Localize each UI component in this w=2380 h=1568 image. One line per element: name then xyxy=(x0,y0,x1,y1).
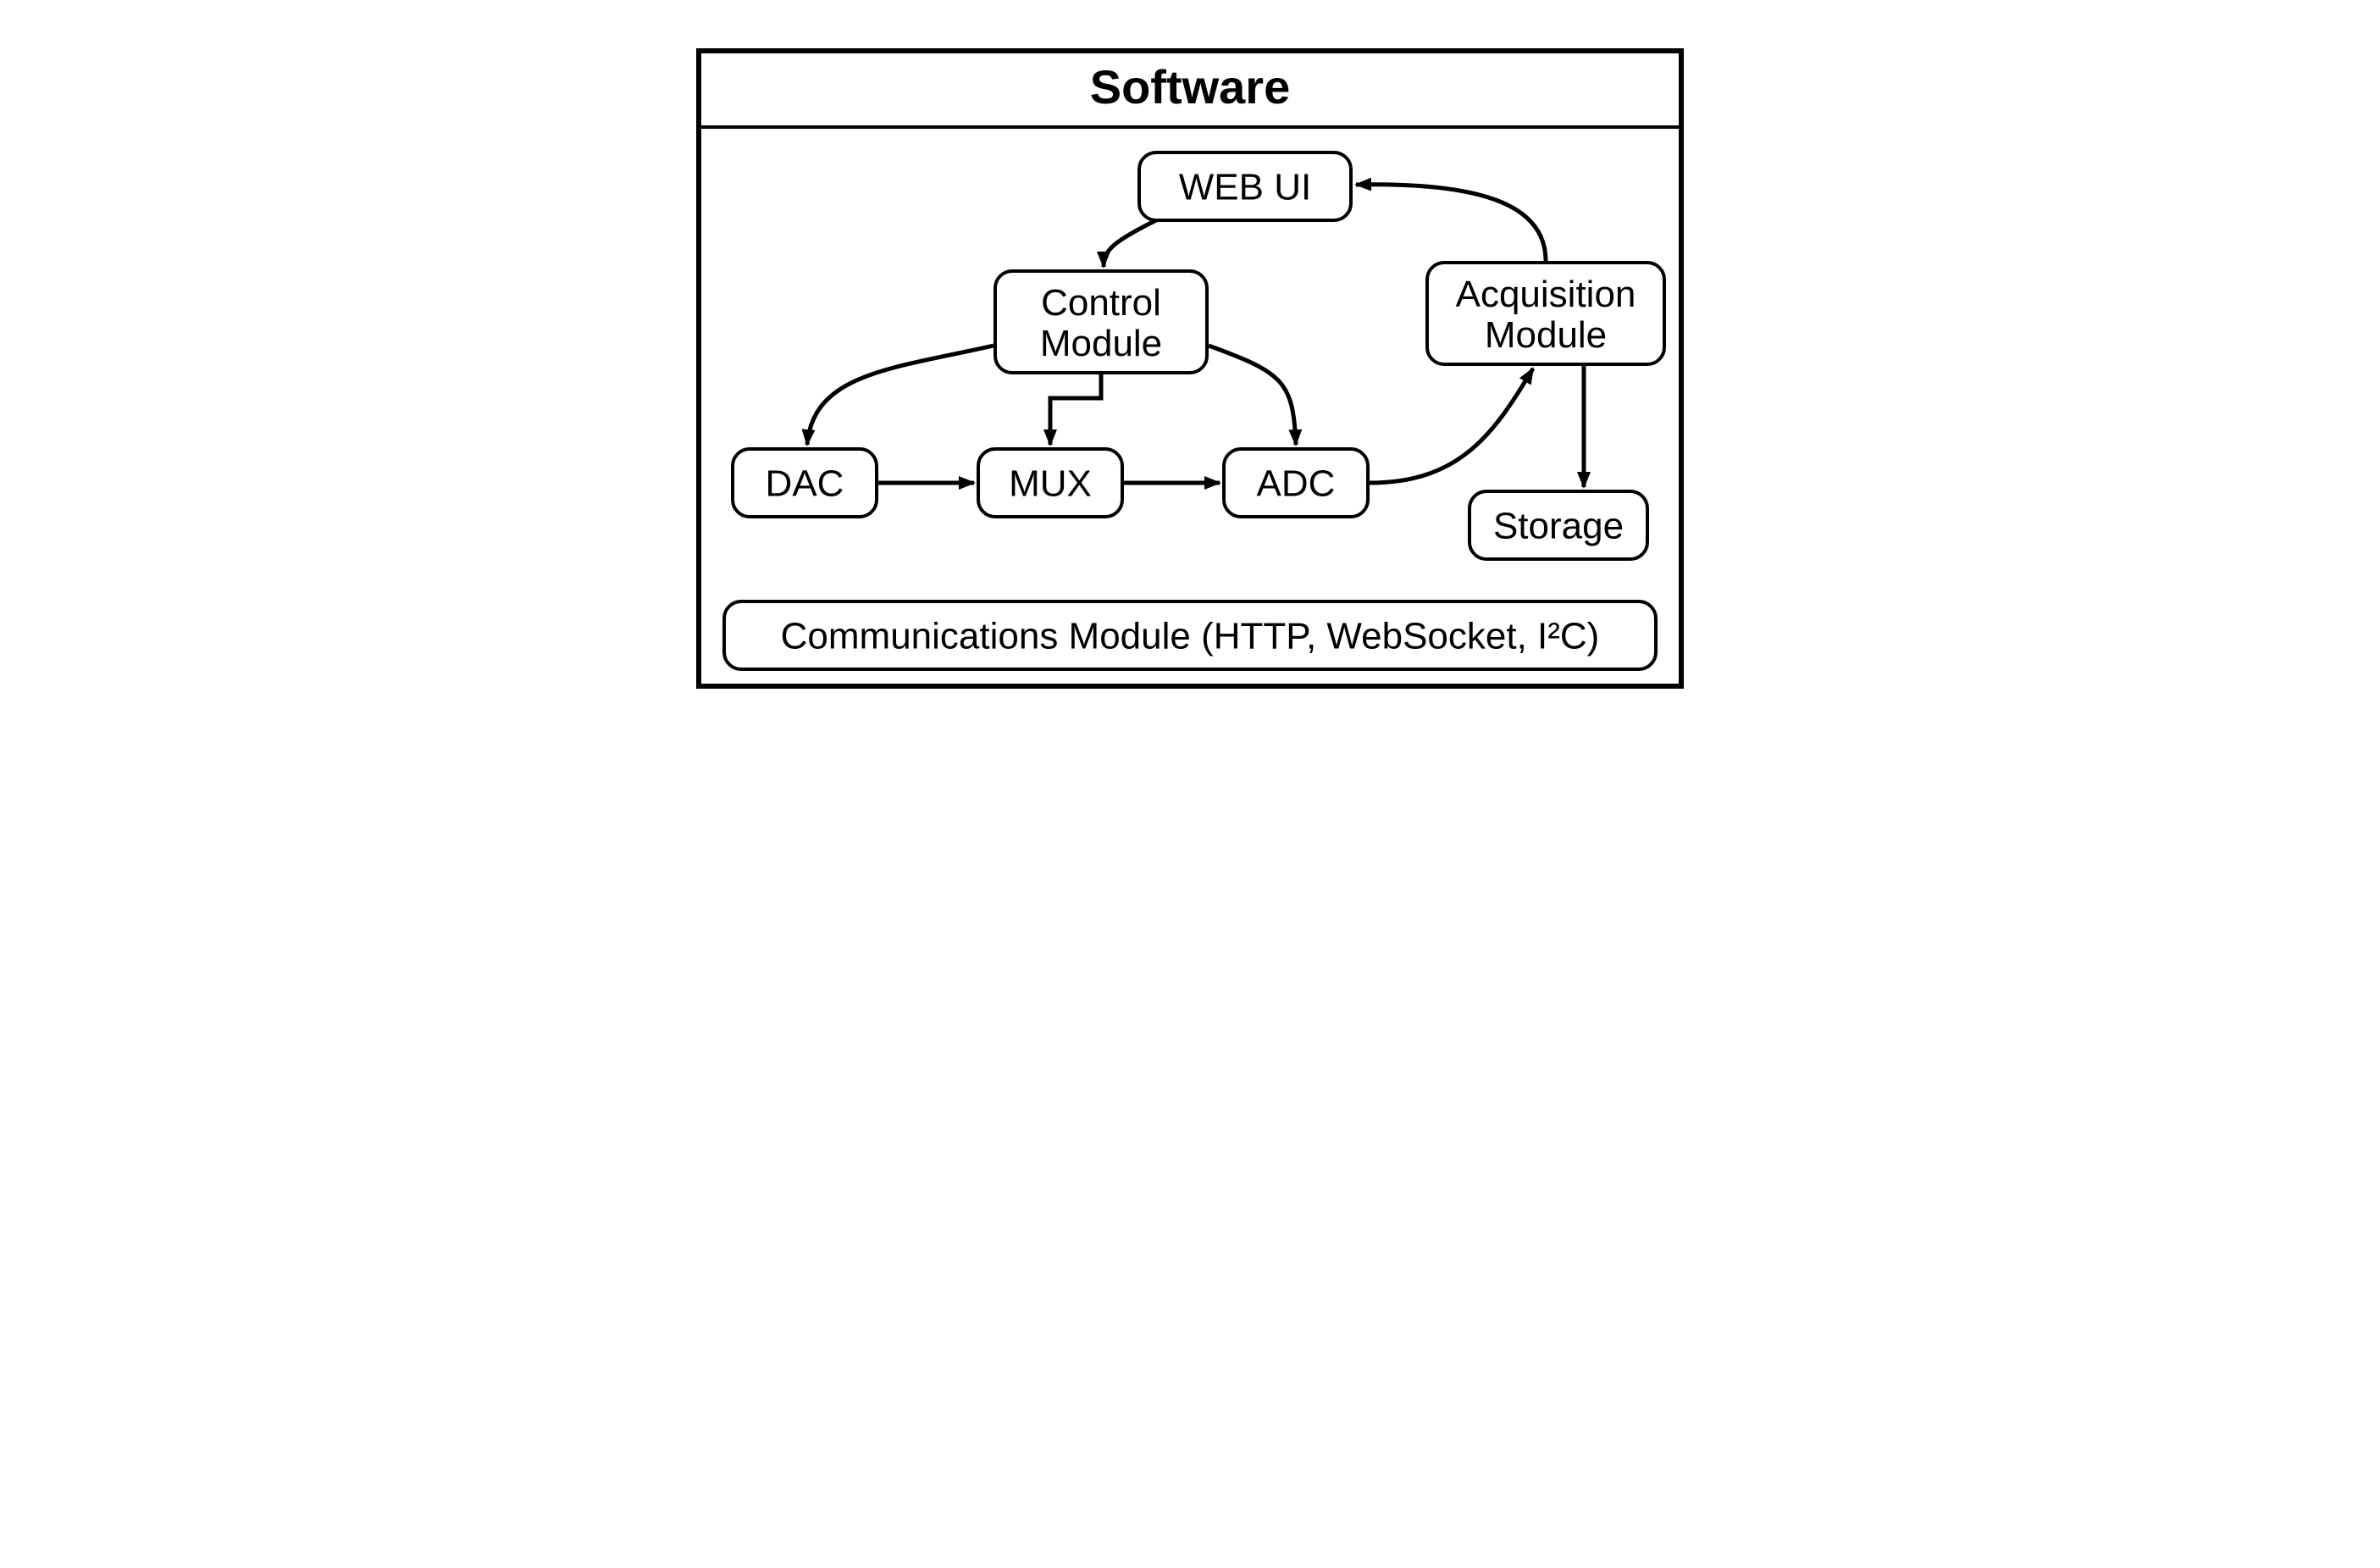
node-acq-label-2: Module xyxy=(1485,314,1607,356)
edge-control-to-dac xyxy=(807,346,994,445)
node-acq: AcquisitionModule xyxy=(1427,263,1664,364)
edge-webui-to-control xyxy=(1104,220,1156,267)
edge-adc-to-acq xyxy=(1370,368,1533,483)
node-control: ControlModule xyxy=(995,271,1207,373)
node-storage-label: Storage xyxy=(1493,505,1624,546)
edge-acq-to-webui xyxy=(1356,185,1546,261)
node-storage: Storage xyxy=(1470,491,1647,559)
edge-control-to-adc xyxy=(1209,346,1296,445)
node-acq-label-1: Acquisition xyxy=(1456,274,1636,315)
node-webui-label: WEB UI xyxy=(1179,166,1311,208)
diagram-title: Software xyxy=(1090,60,1291,114)
software-diagram: Software WEB UIControlModuleAcquisitionM… xyxy=(682,34,1698,703)
node-comm-label: Communications Module (HTTP, WebSocket, … xyxy=(781,615,1600,657)
node-dac-label: DAC xyxy=(766,463,844,504)
node-webui: WEB UI xyxy=(1139,152,1351,220)
node-comm: Communications Module (HTTP, WebSocket, … xyxy=(724,601,1656,669)
node-control-label-1: Control xyxy=(1041,282,1161,324)
node-control-label-2: Module xyxy=(1040,323,1162,364)
node-adc: ADC xyxy=(1224,449,1368,517)
edge-control-to-mux xyxy=(1050,374,1101,445)
node-dac: DAC xyxy=(733,449,877,517)
node-adc-label: ADC xyxy=(1257,463,1336,504)
node-mux-label: MUX xyxy=(1009,463,1092,504)
node-mux: MUX xyxy=(978,449,1122,517)
